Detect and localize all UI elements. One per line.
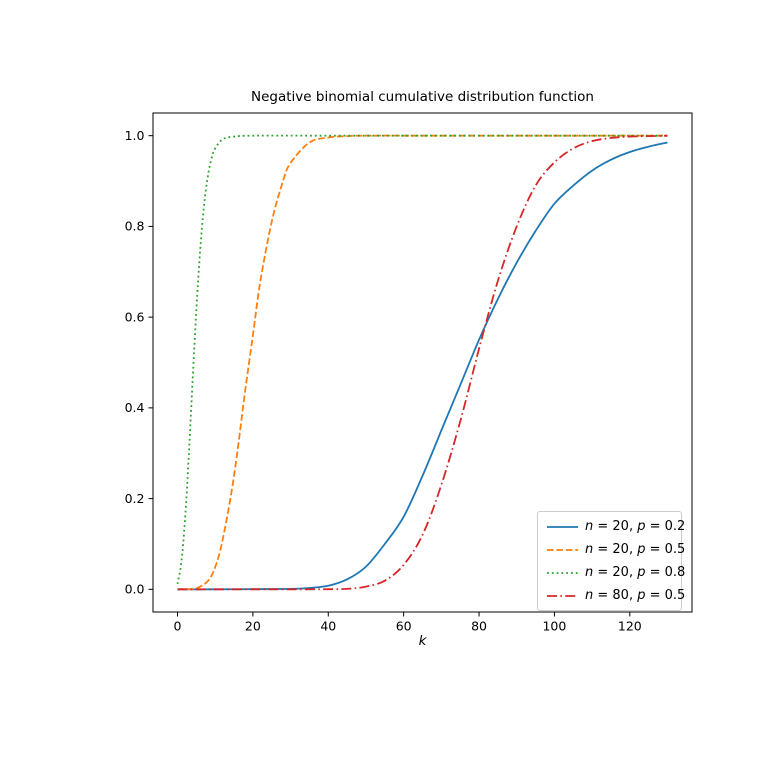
legend-label: n = 20, p = 0.8: [585, 565, 686, 580]
series-curve-solid: [177, 141, 668, 591]
legend: n = 20, p = 0.2 n = 20, p = 0.5 n = 20, p …: [537, 511, 685, 611]
y-tick-label: 0.4: [125, 400, 145, 415]
legend-entry: n = 20, p = 0.2: [547, 515, 685, 538]
axes-frame: [152, 112, 693, 613]
legend-entry: n = 20, p = 0.8: [547, 561, 685, 584]
legend-line-sample-dashed: [547, 548, 578, 551]
legend-label: n = 20, p = 0.5: [585, 542, 686, 557]
chart-title: Negative binomial cumulative distributio…: [251, 89, 594, 105]
x-tick-label: 120: [618, 619, 642, 634]
x-tick-label: 40: [320, 619, 336, 634]
y-tick-label: 0.8: [125, 219, 145, 234]
series-curve-dotted: [176, 134, 668, 585]
legend-line-sample-dashdot: [547, 594, 578, 597]
y-tick-label: 1.0: [125, 128, 145, 143]
legend-line-sample-solid: [547, 525, 578, 528]
x-axis-label: k: [418, 633, 427, 649]
y-tick-label: 0.0: [125, 582, 145, 597]
y-tick-label: 0.2: [125, 491, 145, 506]
legend-entry: n = 20, p = 0.5: [547, 538, 685, 561]
legend-line-sample-dotted: [547, 571, 578, 574]
x-tick-label: 80: [471, 619, 487, 634]
legend-label: n = 20, p = 0.2: [585, 519, 686, 534]
series-curve-dashdot: [177, 134, 668, 591]
x-tick-label: 20: [245, 619, 261, 634]
x-tick-label: 60: [396, 619, 412, 634]
x-tick-label: 100: [542, 619, 566, 634]
legend-entry: n = 80, p = 0.5: [547, 584, 685, 607]
series-curve-dashed: [177, 134, 668, 591]
y-tick-label: 0.6: [125, 309, 145, 324]
x-tick-label: 0: [174, 619, 182, 634]
legend-label: n = 80, p = 0.5: [585, 588, 686, 603]
